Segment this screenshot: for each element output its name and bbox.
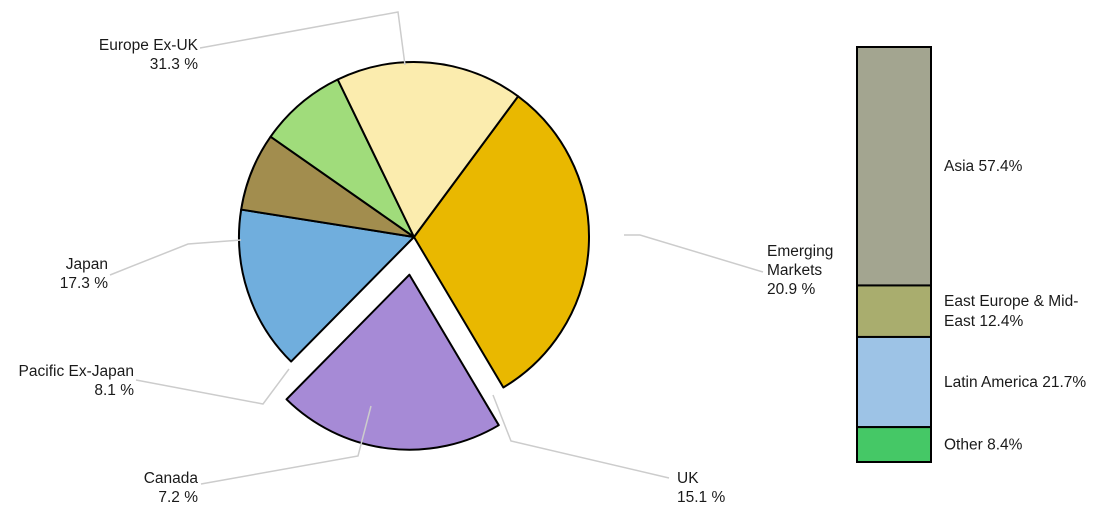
pie-slices — [238, 61, 590, 451]
pie-label-value: 8.1 % — [94, 382, 134, 399]
leader-line-pacific-ex-japan — [135, 368, 290, 405]
pie-label-value: 15.1 % — [677, 489, 725, 506]
bar-segment-other — [856, 426, 932, 463]
pie-label-name: Canada — [144, 470, 199, 487]
pie-label-name: UK — [677, 470, 699, 487]
bar-label-line: Other 8.4% — [944, 437, 1023, 454]
stacked-bar-chart: Asia 57.4% East Europe & Mid- East 12.4% La… — [856, 46, 1086, 463]
bar-segment-latin-america — [856, 335, 932, 429]
pie-labels: Europe Ex-UK 31.3 % Emerging Markets 20.9 % U… — [19, 37, 834, 506]
pie-label-value: 17.3 % — [60, 275, 108, 292]
bar-label-line: East Europe & Mid- — [944, 293, 1078, 310]
pie-label-canada: Canada 7.2 % — [144, 470, 199, 506]
pie-label-uk: UK 15.1 % — [677, 470, 725, 506]
bar-label-line: Latin America 21.7% — [944, 374, 1086, 391]
pie-slice-pacific-ex-japan — [269, 78, 415, 238]
pie-label-value: 7.2 % — [158, 489, 198, 506]
pie-slice-emerging-markets — [285, 273, 500, 451]
pie-label-pacific-ex-japan: Pacific Ex-Japan 8.1 % — [19, 363, 135, 399]
pie-label-value: 20.9 % — [767, 281, 815, 298]
pie-label-japan: Japan 17.3 % — [60, 256, 108, 292]
bar-label-east-europe-mid-east: East Europe & Mid- East 12.4% — [944, 293, 1078, 330]
bar-label-other: Other 8.4% — [944, 437, 1023, 454]
pie-slice-europe-ex-uk — [413, 95, 590, 389]
bar-segment-asia — [856, 46, 932, 287]
pie-label-name: Markets — [767, 262, 822, 279]
pie-label-name: Pacific Ex-Japan — [19, 363, 134, 380]
leader-line-uk — [492, 394, 670, 479]
leader-line-emerging-markets — [624, 234, 764, 273]
pie-slice-japan — [336, 61, 520, 238]
bar-label-asia: Asia 57.4% — [944, 158, 1023, 175]
leader-line-japan — [109, 239, 242, 276]
pie-label-name: Japan — [66, 256, 108, 273]
bar-label-line: Asia 57.4% — [944, 158, 1023, 175]
leader-line-canada — [200, 405, 372, 485]
pie-chart: Europe Ex-UK 31.3 % Emerging Markets 20.9 % U… — [19, 11, 834, 506]
leader-line-europe-ex-uk — [199, 11, 406, 66]
pie-leader-lines — [109, 11, 764, 485]
pie-label-europe-ex-uk: Europe Ex-UK 31.3 % — [99, 37, 199, 73]
bar-label-latin-america: Latin America 21.7% — [944, 374, 1086, 391]
pie-slice-uk — [238, 208, 415, 363]
bar-segment-east-europe-mid-east — [856, 284, 932, 338]
pie-label-emerging-markets: Emerging Markets 20.9 % — [767, 243, 833, 298]
pie-label-value: 31.3 % — [150, 56, 198, 73]
bar-label-line: East 12.4% — [944, 313, 1023, 330]
pie-label-name: Emerging — [767, 243, 833, 260]
pie-label-name: Europe Ex-UK — [99, 37, 199, 54]
